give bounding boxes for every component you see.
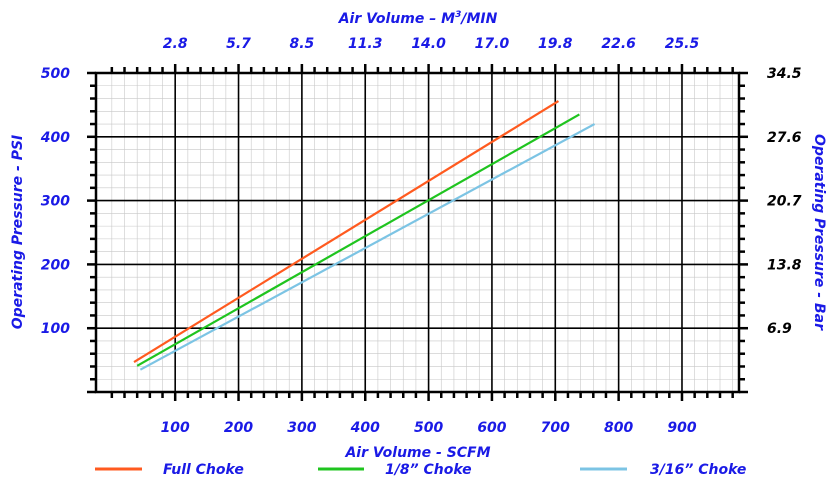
series-lines bbox=[133, 100, 596, 371]
x-axis-title: Air Volume - SCFM bbox=[344, 445, 490, 461]
x-top-tick-label: 5.7 bbox=[226, 36, 251, 52]
y2-tick-label: 13.8 bbox=[767, 257, 802, 273]
x-tick-label: 100 bbox=[161, 420, 190, 436]
x-top-tick-label: 19.8 bbox=[538, 36, 573, 52]
x-top-tick-label: 2.8 bbox=[163, 36, 188, 52]
axis-ticks bbox=[87, 64, 748, 401]
x-tick-label: 900 bbox=[667, 420, 696, 436]
series-line-1 bbox=[133, 100, 560, 363]
minor-grid bbox=[96, 73, 739, 392]
y2-axis-title: Operating Pressure - Bar bbox=[811, 134, 827, 331]
y-tick-label: 200 bbox=[41, 257, 70, 273]
x-top-tick-label: 25.5 bbox=[665, 36, 700, 52]
x-tick-label: 700 bbox=[541, 420, 570, 436]
y2-tick-label: 20.7 bbox=[767, 194, 802, 210]
x-tick-label: 600 bbox=[477, 420, 506, 436]
x-tick-label: 400 bbox=[350, 420, 380, 436]
legend-label: Full Choke bbox=[163, 462, 244, 478]
y2-tick-label: 27.6 bbox=[767, 130, 802, 146]
x-top-tick-label: 22.6 bbox=[601, 36, 636, 52]
tick-labels: 100 200 300 400 500 600 700 800 900 2.8 5.7 8.5 11.3… bbox=[40, 36, 802, 436]
x-tick-label: 500 bbox=[414, 420, 443, 436]
major-grid bbox=[96, 73, 739, 392]
y-tick-label: 500 bbox=[41, 66, 70, 82]
x-top-tick-label: 17.0 bbox=[475, 36, 510, 52]
x-tick-label: 800 bbox=[604, 420, 633, 436]
x-top-tick-label: 14.0 bbox=[411, 36, 446, 52]
y-tick-label: 100 bbox=[41, 321, 70, 337]
y2-tick-label: 34.5 bbox=[767, 66, 802, 82]
y-axis-title: Operating Pressure - PSI bbox=[10, 135, 26, 330]
x-tick-label: 300 bbox=[287, 420, 316, 436]
x-top-tick-label: 11.3 bbox=[348, 36, 383, 52]
series-line-2 bbox=[136, 113, 580, 367]
top-x-axis-title: Air Volume – M3/MIN bbox=[338, 10, 498, 27]
y2-tick-label: 6.9 bbox=[767, 321, 792, 337]
legend-label: 1/8” Choke bbox=[385, 462, 472, 478]
x-top-tick-label: 8.5 bbox=[289, 36, 314, 52]
legend: Full Choke 1/8” Choke 3/16” Choke bbox=[95, 462, 746, 478]
plot-frame bbox=[94, 71, 741, 394]
legend-label: 3/16” Choke bbox=[650, 462, 746, 478]
x-tick-label: 200 bbox=[224, 420, 253, 436]
y-tick-label: 400 bbox=[40, 130, 70, 146]
series-line-3 bbox=[139, 123, 596, 371]
y-tick-label: 300 bbox=[41, 194, 70, 210]
